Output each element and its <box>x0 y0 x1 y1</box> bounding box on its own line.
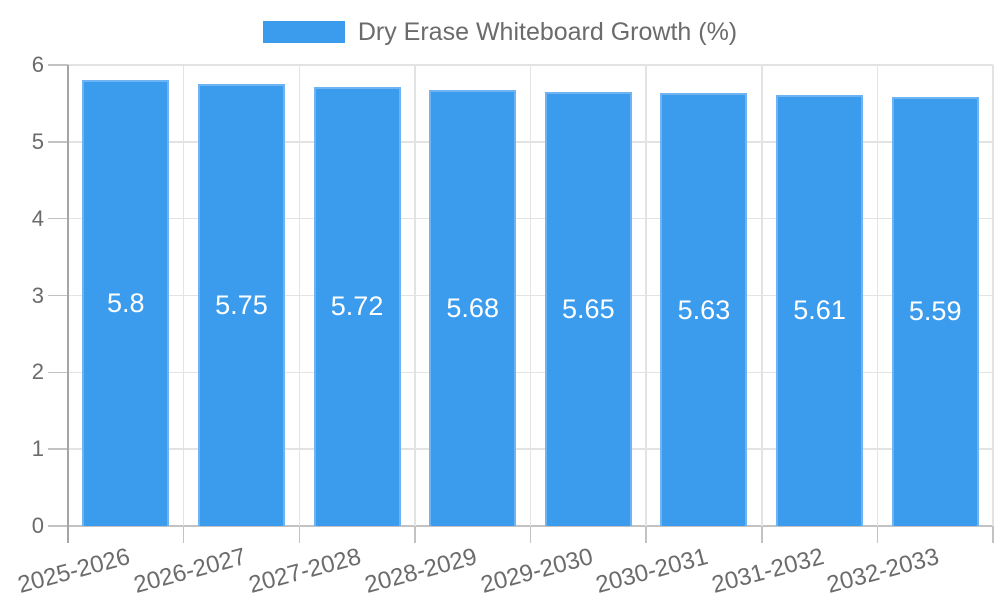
bar-value-label: 5.63 <box>677 294 731 325</box>
bar[interactable] <box>776 94 864 526</box>
legend-swatch <box>262 21 345 43</box>
y-tick-mark <box>48 525 68 527</box>
v-gridline <box>298 65 300 526</box>
y-axis-line <box>67 65 69 543</box>
y-tick-mark <box>48 448 68 450</box>
bar-value-label: 5.72 <box>330 291 384 322</box>
v-gridline <box>182 65 185 526</box>
x-tick-mark <box>992 526 994 543</box>
bar-value-label: 5.75 <box>215 290 268 321</box>
bar-value-label: 5.8 <box>107 288 145 319</box>
v-gridline <box>529 65 532 526</box>
bar-value-label: 5.68 <box>446 292 499 323</box>
bar[interactable] <box>660 93 748 526</box>
bar[interactable] <box>82 80 170 526</box>
y-tick-label: 0 <box>31 513 44 538</box>
bar[interactable] <box>197 84 285 526</box>
bar[interactable] <box>544 91 632 526</box>
bar-value-label: 5.65 <box>562 293 615 324</box>
bar[interactable] <box>891 96 979 526</box>
y-tick-mark <box>48 294 68 297</box>
y-tick-label: 3 <box>31 282 44 308</box>
legend-label: Dry Erase Whiteboard Growth (%) <box>357 18 738 46</box>
y-tick-label: 2 <box>31 359 44 385</box>
y-tick-mark <box>48 371 68 374</box>
v-gridline <box>992 65 994 526</box>
bar-value-label: 5.61 <box>793 295 846 326</box>
y-tick-mark <box>48 64 68 66</box>
v-gridline <box>414 65 416 526</box>
v-gridline <box>876 65 879 526</box>
x-tick-mark <box>876 526 879 543</box>
x-tick-mark <box>414 526 416 543</box>
bar-value-label: 5.59 <box>908 296 962 327</box>
bar[interactable] <box>313 86 401 526</box>
y-tick-label: 6 <box>31 52 44 77</box>
y-tick-mark <box>48 141 68 143</box>
x-tick-label-text: 2032-2033 <box>824 543 943 599</box>
x-tick-mark <box>182 526 185 543</box>
y-tick-label: 5 <box>31 128 44 154</box>
y-tick-mark <box>48 217 68 220</box>
legend[interactable]: Dry Erase Whiteboard Growth (%) <box>0 18 1000 46</box>
y-tick-label: 1 <box>31 436 44 462</box>
bar[interactable] <box>429 89 517 526</box>
x-tick-mark <box>761 526 763 543</box>
x-tick-mark <box>529 526 532 543</box>
v-gridline <box>761 65 763 526</box>
y-tick-label: 4 <box>31 205 44 231</box>
x-tick-label: 2032-2033 <box>715 543 942 599</box>
x-tick-mark <box>298 526 300 543</box>
x-tick-mark <box>645 526 647 543</box>
v-gridline <box>645 65 647 526</box>
